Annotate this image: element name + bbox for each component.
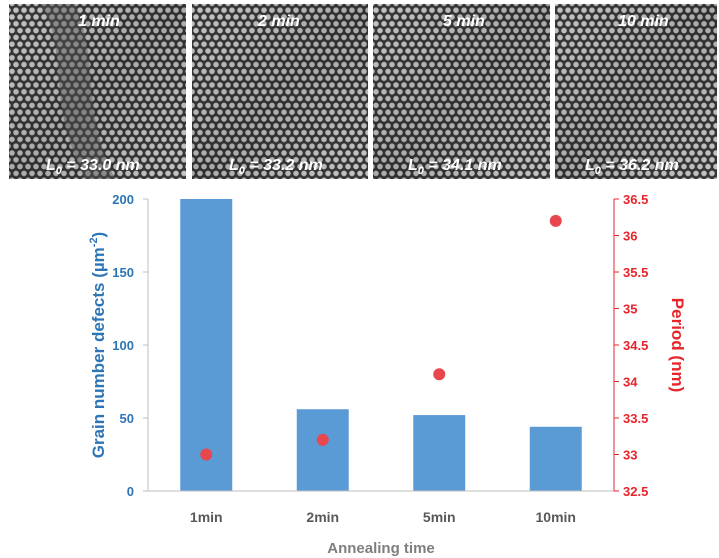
period-series	[200, 214, 562, 461]
bar-2min	[296, 409, 349, 491]
micrograph-period-label: L0 = 33.0 nm	[46, 157, 140, 177]
micrograph-period-label: L0 = 34.1 nm	[408, 157, 502, 177]
left-axis-ticks: 0 50 100 150 200	[112, 192, 148, 499]
period-point-10min	[549, 214, 562, 227]
chart: 0 50 100 150 200 32.5 33 33.5 34 34.5 35 35.5 36 36.…	[88, 192, 687, 557]
left-tick-label: 150	[112, 265, 134, 280]
x-tick-label: 1min	[190, 509, 223, 525]
micrograph-time-label: 5 min	[443, 13, 485, 30]
right-tick-label: 35.5	[623, 265, 648, 280]
micrograph-panel-2: 2 min L0 = 33.2 nm	[192, 4, 368, 179]
x-axis-ticks: 1min 2min 5min 10min	[190, 509, 576, 525]
x-tick-label: 2min	[306, 509, 339, 525]
micrograph-time-label: 10 min	[618, 13, 669, 30]
micrograph-panel-4: 10 min L0 = 36.2 nm	[555, 4, 717, 179]
right-tick-label: 34	[623, 375, 638, 390]
left-tick-label: 0	[127, 484, 134, 499]
period-point-1min	[200, 448, 213, 461]
micrograph-period-label: L0 = 36.2 nm	[585, 157, 679, 177]
x-tick-label: 10min	[536, 509, 576, 525]
bar-5min	[413, 415, 466, 491]
right-tick-label: 36	[623, 229, 637, 244]
period-point-2min	[316, 433, 329, 446]
bar-10min	[529, 426, 582, 491]
x-tick-label: 5min	[423, 509, 456, 525]
period-point-5min	[433, 368, 446, 381]
left-axis-title: Grain number defects (µm-2)	[88, 232, 108, 458]
left-tick-label: 100	[112, 338, 134, 353]
micrograph-time-label: 2 min	[257, 13, 300, 30]
left-tick-label: 50	[120, 411, 134, 426]
right-tick-label: 32.5	[623, 484, 648, 499]
micrograph-period-label: L0 = 33.2 nm	[229, 157, 323, 177]
right-tick-label: 33.5	[623, 411, 648, 426]
micrograph-panel-1: 1 min L0 = 33.0 nm	[9, 4, 186, 179]
micrograph-panel-3: 5 min L0 = 34.1 nm	[373, 4, 550, 179]
left-tick-label: 200	[112, 192, 134, 207]
right-tick-label: 33	[623, 448, 637, 463]
micrograph-time-label: 1 min	[78, 13, 120, 30]
x-axis-title: Annealing time	[327, 540, 435, 557]
right-axis-ticks: 32.5 33 33.5 34 34.5 35 35.5 36 36.5	[614, 192, 648, 499]
right-tick-label: 34.5	[623, 338, 648, 353]
grain-boundary-band	[40, 4, 115, 179]
right-tick-label: 36.5	[623, 192, 648, 207]
right-axis-title: Period (nm)	[668, 298, 687, 392]
bar-1min	[180, 199, 233, 491]
right-tick-label: 35	[623, 302, 637, 317]
bar-series	[180, 199, 582, 491]
